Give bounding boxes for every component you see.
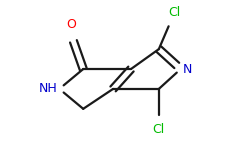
Text: O: O — [66, 18, 76, 31]
Text: Cl: Cl — [153, 123, 165, 136]
Text: Cl: Cl — [168, 6, 181, 19]
Text: N: N — [183, 63, 192, 76]
Text: NH: NH — [38, 82, 57, 95]
